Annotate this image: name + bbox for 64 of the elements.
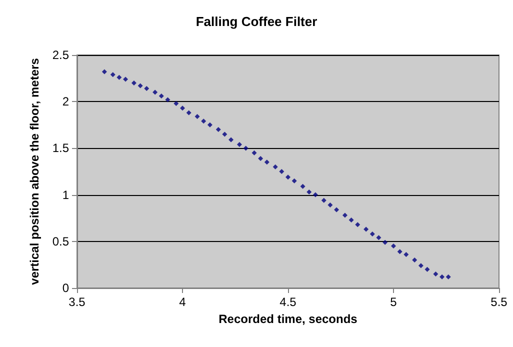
point (312, 192, 318, 198)
point (243, 146, 248, 151)
point (306, 190, 312, 195)
point (412, 258, 418, 263)
point (272, 164, 278, 170)
point (355, 222, 360, 228)
x-tick-label: 4.5 (280, 295, 297, 309)
point (131, 80, 136, 86)
point (418, 263, 424, 268)
point (264, 160, 270, 165)
point (424, 266, 430, 272)
point (216, 127, 221, 132)
point (286, 174, 290, 180)
point (292, 178, 297, 184)
point (174, 100, 179, 106)
point (328, 202, 333, 208)
point (152, 90, 158, 95)
y-axis-title: vertical position above the floor, meters (27, 58, 42, 285)
point (382, 240, 388, 245)
y-tick-label: 2.5 (52, 48, 70, 62)
point (116, 74, 122, 80)
y-tick-label: 0.5 (52, 234, 70, 248)
point (123, 76, 128, 82)
point (446, 274, 451, 280)
point (110, 72, 116, 78)
x-tick-label: 5.5 (490, 295, 508, 309)
point (252, 150, 257, 156)
x-axis-title: Recorded time, seconds (218, 312, 358, 326)
point (228, 137, 234, 142)
point (144, 86, 150, 92)
point (370, 231, 375, 236)
point (158, 94, 164, 99)
point (440, 274, 445, 280)
point (138, 83, 143, 88)
point (222, 132, 228, 137)
point (364, 226, 369, 232)
y-tick-label: 1 (62, 188, 70, 202)
x-tick-label: 3.5 (68, 295, 86, 309)
point (300, 184, 306, 189)
point (186, 110, 192, 116)
y-tick-label: 1.5 (52, 141, 70, 156)
point (279, 169, 284, 174)
y-tick-label: 2 (62, 94, 70, 109)
point (321, 198, 326, 203)
point (165, 97, 170, 102)
point (236, 142, 242, 147)
point (404, 252, 409, 257)
point (397, 249, 402, 254)
point (102, 69, 107, 74)
point (348, 217, 354, 222)
point (180, 106, 185, 111)
point (433, 272, 438, 277)
point (391, 244, 396, 249)
point (258, 156, 264, 161)
point (201, 118, 206, 124)
y-tick-label: 0 (62, 281, 70, 295)
point (207, 122, 212, 128)
point (376, 235, 382, 240)
chart-title: Falling Coffee Filter (196, 14, 318, 29)
point (342, 212, 348, 218)
x-tick-label: 5 (390, 295, 398, 309)
point (194, 114, 200, 120)
x-tick-label: 4 (179, 295, 186, 309)
point (334, 207, 340, 212)
